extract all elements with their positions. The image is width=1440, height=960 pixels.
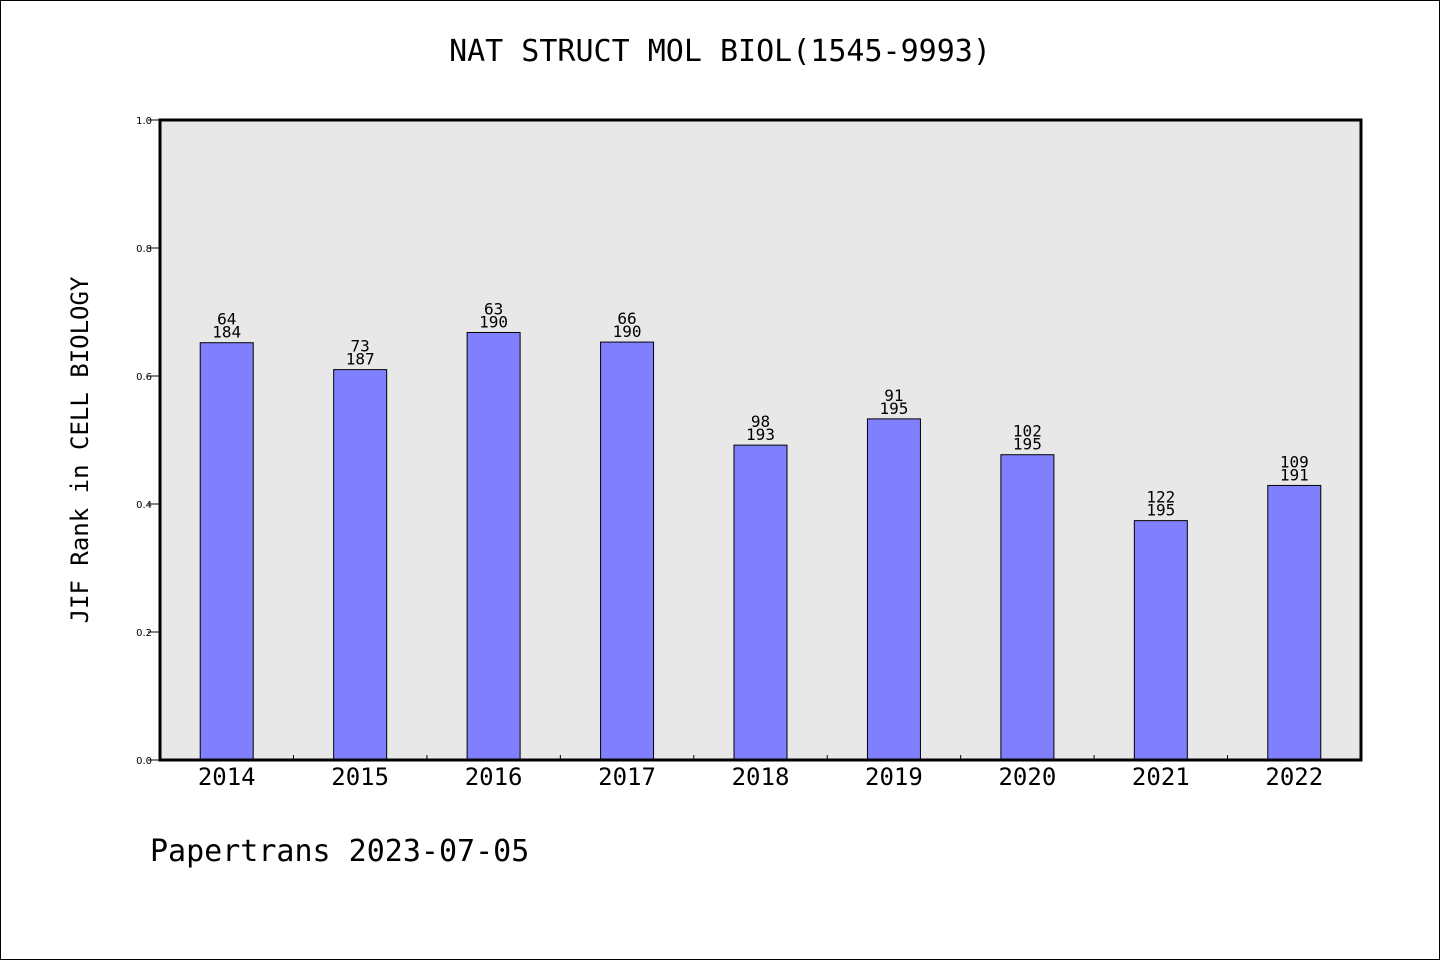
- bar: [333, 369, 388, 761]
- bar-total-label: 184: [212, 323, 241, 342]
- y-tick-label: 0.2: [136, 628, 152, 639]
- bar-total-label: 187: [346, 350, 375, 369]
- y-tick-label: 1.0: [136, 116, 152, 127]
- bar-total-label: 190: [613, 322, 642, 341]
- x-tick-label: 2020: [998, 763, 1056, 791]
- bar-total-label: 190: [479, 312, 508, 331]
- y-tick-label: 0.8: [136, 244, 152, 255]
- bar: [1000, 454, 1055, 761]
- x-tick-label: 2014: [198, 763, 256, 791]
- x-tick-label: 2015: [331, 763, 389, 791]
- bar-rank-label: 91: [884, 386, 903, 405]
- bar-rank-label: 63: [484, 299, 503, 318]
- bar: [199, 342, 254, 761]
- bar: [1267, 484, 1322, 761]
- bar-total-label: 195: [1013, 435, 1042, 454]
- bar: [866, 418, 921, 761]
- x-tick-label: 2016: [465, 763, 523, 791]
- bar-rank-label: 102: [1013, 422, 1042, 441]
- y-tick-label: 0.0: [136, 756, 152, 767]
- footer-note: Papertrans 2023-07-05: [150, 834, 530, 869]
- bar-rank-label: 122: [1146, 488, 1175, 507]
- bar: [733, 444, 788, 761]
- x-tick-label: 2021: [1132, 763, 1190, 791]
- bar-total-label: 195: [879, 399, 908, 418]
- y-tick-label: 0.6: [136, 372, 152, 383]
- bar-total-label: 191: [1280, 465, 1309, 484]
- x-tick-label: 2022: [1265, 763, 1323, 791]
- bar-rank-label: 109: [1280, 452, 1309, 471]
- bar: [600, 341, 655, 761]
- y-tick-label: 0.4: [136, 500, 152, 511]
- plot-border: [158, 118, 1363, 762]
- bar: [1133, 520, 1188, 761]
- x-tick-label: 2019: [865, 763, 923, 791]
- bar: [466, 331, 521, 761]
- x-tick-label: 2018: [732, 763, 790, 791]
- bar-rank-label: 66: [617, 309, 636, 328]
- bar-rank-label: 98: [751, 412, 770, 431]
- bar-total-label: 193: [746, 425, 775, 444]
- bar-total-label: 195: [1146, 501, 1175, 520]
- x-tick-label: 2017: [598, 763, 656, 791]
- bar-rank-label: 73: [351, 337, 370, 356]
- chart-title: NAT STRUCT MOL BIOL(1545-9993): [449, 34, 991, 69]
- bar-rank-label: 64: [217, 310, 236, 329]
